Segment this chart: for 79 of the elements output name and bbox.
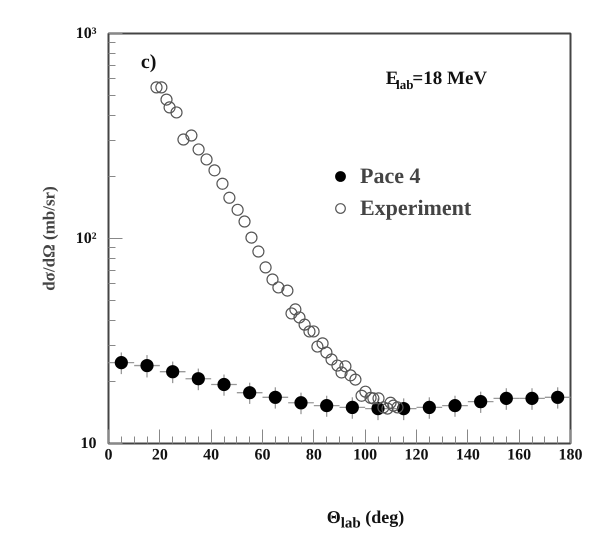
point — [377, 401, 390, 414]
point — [259, 261, 272, 274]
point — [216, 178, 229, 190]
x-tick-label: 20 — [152, 446, 168, 464]
point — [422, 400, 436, 414]
point — [325, 353, 338, 366]
point — [367, 392, 380, 404]
point — [298, 318, 311, 331]
point — [387, 400, 400, 412]
point — [155, 81, 168, 94]
point — [285, 307, 298, 320]
annotation: c) — [140, 51, 156, 74]
x-tick-label: 140 — [456, 446, 480, 464]
point — [140, 358, 154, 372]
point — [252, 245, 264, 258]
x-tick-label: 180 — [558, 446, 582, 464]
point — [223, 192, 236, 204]
point — [320, 399, 334, 412]
point — [339, 360, 352, 372]
y-tick-label: 10 — [80, 435, 96, 452]
point — [232, 204, 244, 216]
point — [448, 399, 462, 412]
x-tick-label: 160 — [507, 446, 532, 464]
x-tick-label: 40 — [203, 446, 220, 464]
point — [294, 396, 308, 410]
point — [381, 402, 394, 415]
x-tick-label: 80 — [306, 446, 322, 464]
point — [551, 390, 564, 404]
point — [217, 378, 231, 392]
point — [391, 401, 404, 414]
point — [349, 374, 362, 386]
point — [344, 369, 357, 382]
point — [372, 392, 385, 404]
point — [243, 386, 256, 400]
point — [355, 390, 368, 402]
point — [238, 215, 251, 228]
point — [208, 164, 221, 176]
legend-label: Pace 4 — [360, 163, 420, 189]
x-tick-label: 120 — [404, 446, 428, 464]
x-tick-label: 60 — [254, 446, 270, 464]
point — [289, 303, 302, 316]
point — [320, 346, 333, 359]
point — [474, 395, 488, 408]
point — [185, 129, 198, 142]
point — [311, 340, 324, 353]
point — [500, 392, 513, 405]
point — [293, 311, 306, 324]
point — [316, 337, 329, 350]
point — [384, 396, 397, 409]
point — [150, 81, 163, 94]
point — [359, 386, 372, 398]
point — [272, 281, 285, 294]
point — [307, 325, 320, 338]
point — [268, 390, 282, 404]
x-tick-label: 0 — [104, 446, 112, 464]
point — [192, 372, 205, 386]
y-tick-label: 10² — [76, 230, 97, 247]
point — [114, 356, 128, 370]
y-axis-title: dσ/dΩ (mb/sr) — [40, 186, 59, 291]
point — [200, 153, 213, 166]
point — [303, 325, 316, 338]
legend-label: Experiment — [360, 195, 472, 221]
point — [364, 392, 377, 404]
point — [192, 143, 205, 156]
point — [177, 133, 190, 146]
point — [160, 94, 173, 106]
point — [170, 106, 183, 119]
point — [163, 101, 176, 114]
point — [331, 359, 344, 372]
point — [335, 366, 348, 379]
x-axis-title: Θ$_{lab}$ (deg) — [326, 506, 404, 534]
x-tick-label: 100 — [353, 446, 378, 464]
point — [281, 284, 294, 297]
point — [245, 232, 258, 244]
point — [346, 400, 359, 414]
point — [266, 273, 279, 286]
point — [525, 392, 539, 405]
point — [166, 365, 180, 378]
y-tick-label: 10³ — [76, 25, 97, 42]
